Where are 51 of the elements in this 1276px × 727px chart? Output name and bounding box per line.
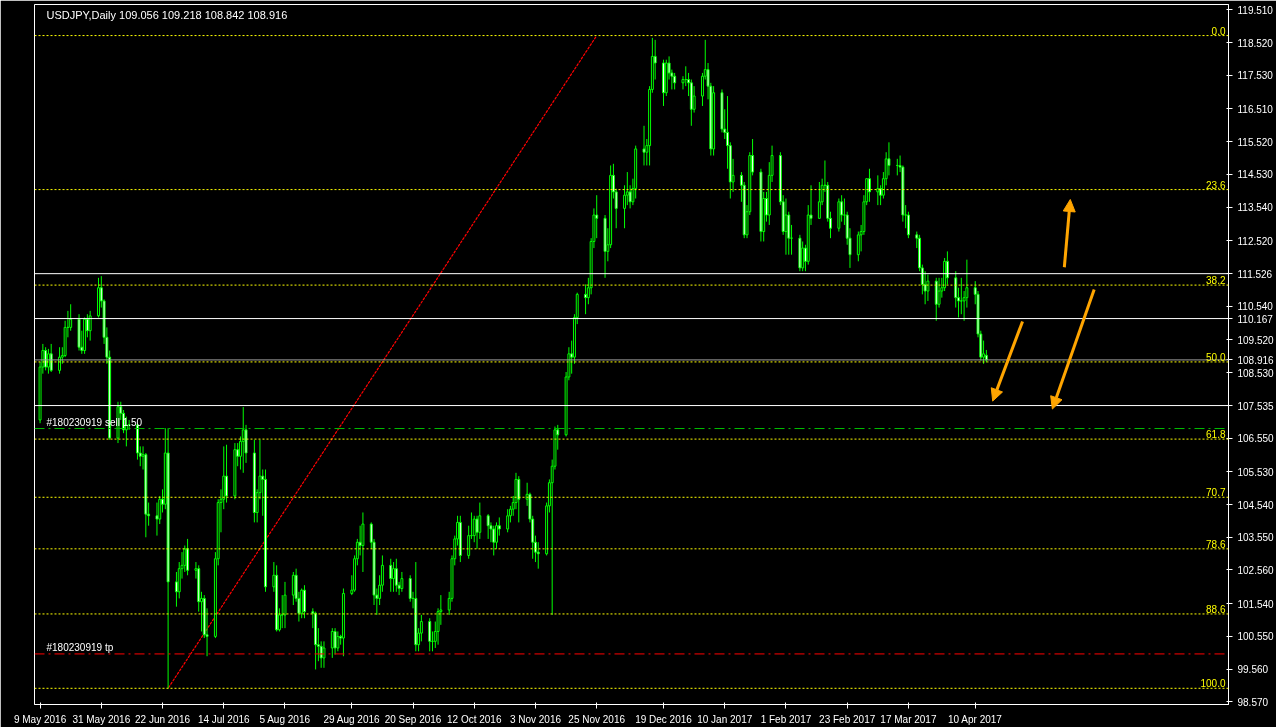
x-tick-label: 29 Aug 2016 [323,713,381,725]
x-tick-label: 14 Jul 2016 [197,713,251,725]
y-tick-label: 112.520 [1237,235,1274,247]
y-tick-label: 105.530 [1237,466,1275,478]
chart-title: USDJPY,Daily 109.056 109.218 108.842 108.916 [46,8,288,21]
y-tick-label: 113.540 [1237,202,1274,214]
x-tick-label: 9 May 2016 [13,713,67,725]
y-tick-label: 117.530 [1237,70,1274,82]
y-tick-label: 114.530 [1237,169,1274,181]
ref-line-label: #180230919 tp [46,641,114,653]
y-tick-label: 115.520 [1237,136,1274,148]
y-tick-label: 110.540 [1237,301,1274,313]
y-tick-label: 108.530 [1237,367,1275,379]
y-tick-label: 101.540 [1237,598,1275,610]
y-tick-label: 102.560 [1237,564,1275,576]
x-tick-label: 20 Sep 2016 [384,713,442,725]
annotation: 50.0 [1206,351,1226,363]
x-tick-label: 1 Feb 2017 [760,713,812,725]
annotation: 0.0 [1211,25,1226,37]
ref-line-label: 110.167 [1237,313,1274,325]
x-tick-label: 23 Feb 2017 [819,713,876,725]
y-tick-label: 118.520 [1237,37,1274,49]
annotation: 100.0 [1200,678,1226,690]
ref-line-label: 111.526 [1237,268,1273,280]
annotation: 23.6 [1206,179,1226,191]
y-tick-label: 104.540 [1237,499,1275,511]
y-tick-label: 106.550 [1237,433,1275,445]
y-tick-label: 100.550 [1237,631,1275,643]
annotation: 88.6 [1206,603,1226,615]
annotation: 70.7 [1206,487,1226,499]
x-tick-label: 19 Dec 2016 [635,713,693,725]
x-tick-label: 31 May 2016 [72,713,131,725]
y-tick-label: 99.560 [1237,664,1269,676]
x-tick-label: 12 Oct 2016 [447,713,502,725]
x-tick-label: 10 Apr 2017 [947,713,1003,725]
y-tick-label: 103.550 [1237,532,1275,544]
x-tick-label: 10 Jan 2017 [697,713,753,725]
x-tick-label: 3 Nov 2016 [509,713,562,725]
annotation: 78.6 [1206,538,1226,550]
x-tick-label: 25 Nov 2016 [568,713,626,725]
ref-line-label: 108.916 [1237,354,1275,366]
y-tick-label: 109.520 [1237,334,1275,346]
y-tick-label: 119.510 [1237,4,1274,16]
y-tick-label: 116.510 [1237,103,1274,115]
annotation: 38.2 [1206,275,1226,287]
x-tick-label: 22 Jun 2016 [135,713,191,725]
x-tick-label: 17 Mar 2017 [880,713,937,725]
annotation: 61.8 [1206,429,1226,441]
ref-line-label: 107.535 [1237,400,1275,412]
y-tick-label: 98.570 [1237,696,1269,708]
x-tick-label: 5 Aug 2016 [259,713,311,725]
